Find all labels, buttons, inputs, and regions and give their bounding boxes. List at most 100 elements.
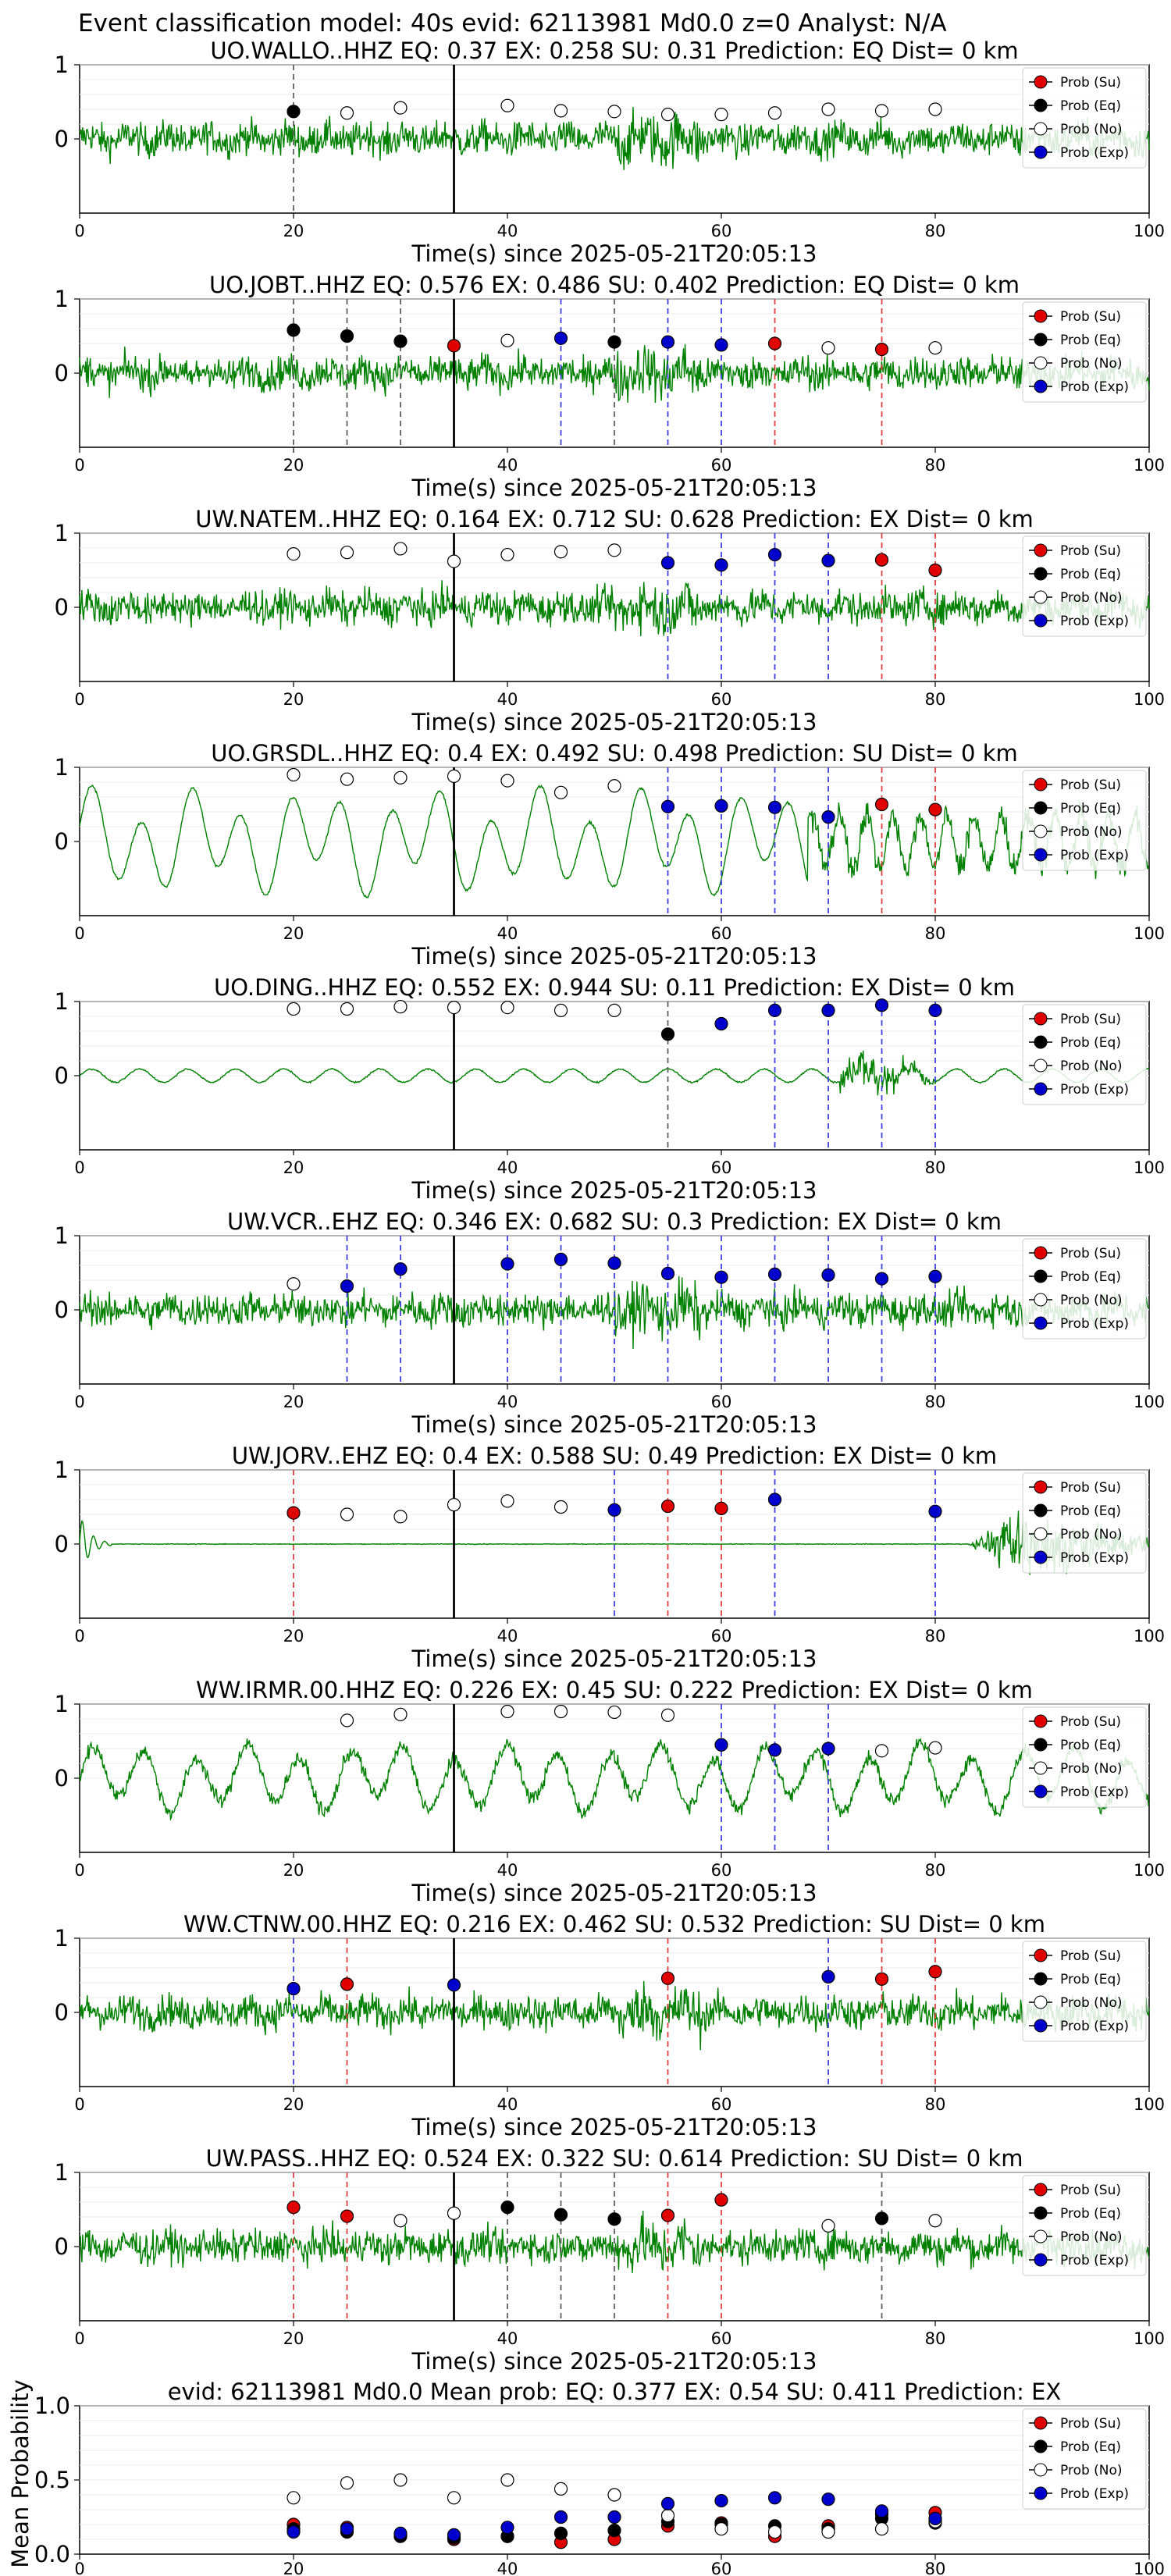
panel-5: UO.DING..HHZ EQ: 0.552 EX: 0.944 SU: 0.1… (55, 974, 1166, 1204)
legend-label-su: Prob (Su) (1060, 777, 1121, 793)
prob-point-no (660, 1708, 675, 1722)
x-axis-label: Time(s) since 2025-05-21T20:05:13 (411, 2348, 817, 2375)
legend-label-su: Prob (Su) (1060, 75, 1121, 91)
mean-point-no (287, 2491, 301, 2505)
x-tick-label: 20 (283, 1393, 304, 1411)
prob-point-exp (607, 1256, 621, 1270)
panel-title: WW.IRMR.00.HHZ EQ: 0.226 EX: 0.45 SU: 0.… (196, 1677, 1033, 1703)
x-tick-label: 80 (925, 924, 946, 943)
prob-point-exp (287, 1982, 301, 1996)
legend-label-eq: Prob (Eq) (1060, 1738, 1121, 1753)
y-tick-label: 0 (55, 1062, 69, 1089)
x-tick-label: 80 (925, 1627, 946, 1646)
prob-point-no (607, 1705, 621, 1720)
legend-label-no: Prob (No) (1060, 2463, 1123, 2478)
x-tick-label: 0 (74, 690, 84, 709)
x-tick-label: 40 (497, 2329, 518, 2348)
prob-point-exp (660, 335, 675, 349)
prob-point-exp (714, 338, 728, 352)
x-tick-label: 100 (1134, 690, 1165, 709)
legend-marker-su (1034, 75, 1048, 89)
legend-marker-exp (1034, 145, 1048, 159)
prob-point-su (287, 2201, 301, 2215)
legend-label-eq: Prob (Eq) (1060, 1503, 1121, 1519)
y-tick-label: 1 (55, 988, 69, 1015)
waveform-trace (79, 1980, 1150, 2051)
mean-point-exp (393, 2526, 408, 2540)
legend-marker-no (1034, 122, 1048, 136)
x-tick-label: 20 (283, 1158, 304, 1177)
x-tick-label: 60 (711, 2329, 732, 2348)
waveform-trace (79, 1050, 1150, 1096)
x-axis-label: Time(s) since 2025-05-21T20:05:13 (411, 475, 817, 501)
legend: Prob (Su) Prob (Eq) Prob (No) Prob (Exp) (1022, 1004, 1147, 1105)
prob-point-no (660, 108, 675, 122)
prob-point-su (660, 2208, 675, 2222)
legend-marker-no (1034, 1059, 1048, 1073)
x-tick-label: 100 (1134, 2095, 1165, 2114)
waveform-trace (79, 784, 1150, 898)
prob-point-no (340, 1002, 354, 1016)
legend-label-exp: Prob (Exp) (1060, 1784, 1129, 1800)
prob-point-eq (287, 323, 301, 337)
mean-point-exp (821, 2492, 835, 2507)
prob-point-exp (767, 547, 782, 562)
waveform-trace (79, 1738, 1150, 1821)
prob-point-no (340, 772, 354, 786)
legend-marker-eq (1034, 1269, 1048, 1283)
legend-label-no: Prob (No) (1060, 1995, 1123, 2011)
x-tick-label: 40 (497, 1627, 518, 1646)
x-tick-label: 0 (74, 2095, 84, 2114)
y-tick-label: 0 (55, 126, 69, 152)
panel-title: UO.WALLO..HHZ EQ: 0.37 EX: 0.258 SU: 0.3… (210, 37, 1018, 64)
prob-point-no (447, 1498, 461, 1512)
x-tick-label: 40 (497, 2560, 518, 2576)
legend-marker-no (1034, 1527, 1048, 1541)
x-axis-label: Time(s) since 2025-05-21T20:05:13 (411, 1177, 817, 1204)
panel-10: UW.PASS..HHZ EQ: 0.524 EX: 0.322 SU: 0.6… (55, 2145, 1166, 2375)
legend-marker-eq (1034, 2439, 1048, 2453)
prob-point-no (821, 2218, 835, 2233)
x-tick-label: 20 (283, 2095, 304, 2114)
panel-1: UO.WALLO..HHZ EQ: 0.37 EX: 0.258 SU: 0.3… (55, 37, 1166, 267)
x-tick-label: 80 (925, 456, 946, 475)
legend-label-eq: Prob (Eq) (1060, 1269, 1121, 1285)
x-tick-label: 80 (925, 222, 946, 240)
legend-marker-no (1034, 1293, 1048, 1307)
x-tick-label: 60 (711, 1861, 732, 1880)
legend-marker-eq (1034, 1035, 1048, 1049)
legend-label-su: Prob (Su) (1060, 1012, 1121, 1027)
legend-label-su: Prob (Su) (1060, 1948, 1121, 1964)
y-tick-label: 1 (55, 1925, 69, 1952)
panel-mean-probability: evid: 62113981 Md0.0 Mean prob: EQ: 0.37… (7, 2379, 1165, 2576)
prob-point-no (767, 106, 782, 120)
mean-point-no (660, 2509, 675, 2523)
prob-point-su (660, 1971, 675, 1985)
legend-marker-su (1034, 1246, 1048, 1260)
legend-box (1022, 1004, 1147, 1105)
y-tick-label: 1 (55, 520, 69, 546)
prob-point-exp (821, 553, 835, 568)
x-tick-label: 20 (283, 1861, 304, 1880)
legend-label-su: Prob (Su) (1060, 2183, 1121, 2198)
prob-point-exp (767, 800, 782, 814)
x-tick-label: 60 (711, 456, 732, 475)
prob-point-exp (714, 799, 728, 813)
y-tick-label: 0 (55, 828, 69, 855)
legend-marker-exp (1034, 379, 1048, 393)
x-tick-label: 80 (925, 1861, 946, 1880)
x-tick-label: 20 (283, 2560, 304, 2576)
mean-point-exp (287, 2524, 301, 2539)
prob-point-no (500, 98, 514, 112)
prob-point-no (928, 102, 942, 116)
legend-label-no: Prob (No) (1060, 356, 1123, 372)
mean-point-no (553, 2482, 568, 2496)
prob-point-exp (928, 1504, 942, 1518)
legend-marker-exp (1034, 1550, 1048, 1564)
prob-point-no (607, 779, 621, 793)
prob-point-no (447, 769, 461, 784)
x-tick-label: 80 (925, 690, 946, 709)
legend-marker-exp (1034, 1784, 1048, 1799)
prob-point-su (928, 563, 942, 578)
mean-point-exp (928, 2511, 942, 2525)
